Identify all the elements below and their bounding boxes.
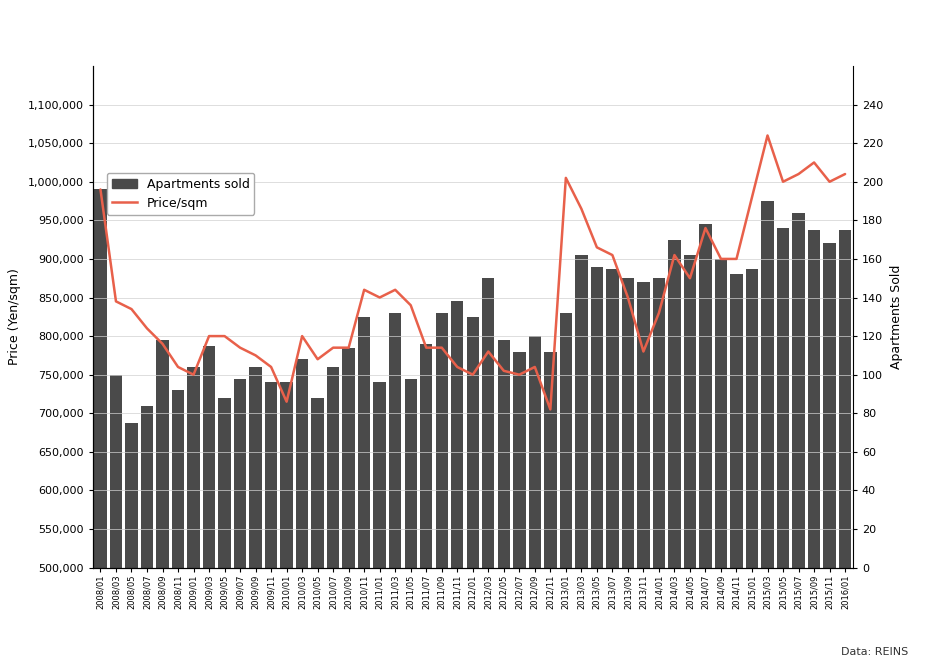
Bar	[95, 189, 107, 568]
Bar	[498, 340, 510, 568]
Bar	[280, 382, 293, 568]
Bar	[219, 398, 231, 568]
Text: Data: REINS: Data: REINS	[841, 647, 908, 657]
Bar	[622, 279, 634, 568]
Bar	[807, 230, 820, 568]
Bar	[249, 367, 261, 568]
Bar	[606, 269, 618, 568]
Bar	[637, 282, 650, 568]
Bar	[187, 367, 199, 568]
Bar	[141, 405, 153, 568]
Bar	[777, 228, 789, 568]
Bar	[157, 340, 169, 568]
Bar	[311, 398, 324, 568]
Bar	[575, 255, 588, 568]
Bar	[560, 313, 572, 568]
Bar	[404, 379, 417, 568]
Bar	[793, 213, 805, 568]
Bar	[823, 244, 836, 568]
Bar	[342, 348, 355, 568]
Bar	[327, 367, 339, 568]
Bar	[528, 336, 541, 568]
Bar	[699, 224, 712, 568]
Bar	[389, 313, 401, 568]
Bar	[234, 379, 247, 568]
Bar	[730, 275, 743, 568]
Bar	[374, 382, 386, 568]
Bar	[839, 230, 851, 568]
Bar	[296, 359, 309, 568]
Bar	[544, 352, 556, 568]
Bar	[466, 317, 479, 568]
Bar	[590, 267, 603, 568]
Y-axis label: Price (Yen/sqm): Price (Yen/sqm)	[7, 269, 20, 365]
Bar	[436, 313, 448, 568]
Bar	[514, 352, 526, 568]
Bar	[125, 423, 138, 568]
Legend: Apartments sold, Price/sqm: Apartments sold, Price/sqm	[107, 172, 254, 215]
Bar	[482, 279, 494, 568]
Bar	[171, 390, 184, 568]
Text: Average price per square meter of a second-hand apartment sold in Tokyo's centra: Average price per square meter of a seco…	[5, 19, 922, 34]
Y-axis label: Apartments Sold: Apartments Sold	[890, 265, 903, 369]
Bar	[668, 240, 680, 568]
Bar	[451, 302, 464, 568]
Bar	[684, 255, 696, 568]
Bar	[358, 317, 371, 568]
Bar	[715, 259, 727, 568]
Bar	[746, 269, 758, 568]
Bar	[203, 346, 215, 568]
Bar	[420, 344, 432, 568]
Bar	[761, 201, 774, 568]
Bar	[109, 375, 122, 568]
Bar	[653, 279, 666, 568]
Bar	[265, 382, 277, 568]
